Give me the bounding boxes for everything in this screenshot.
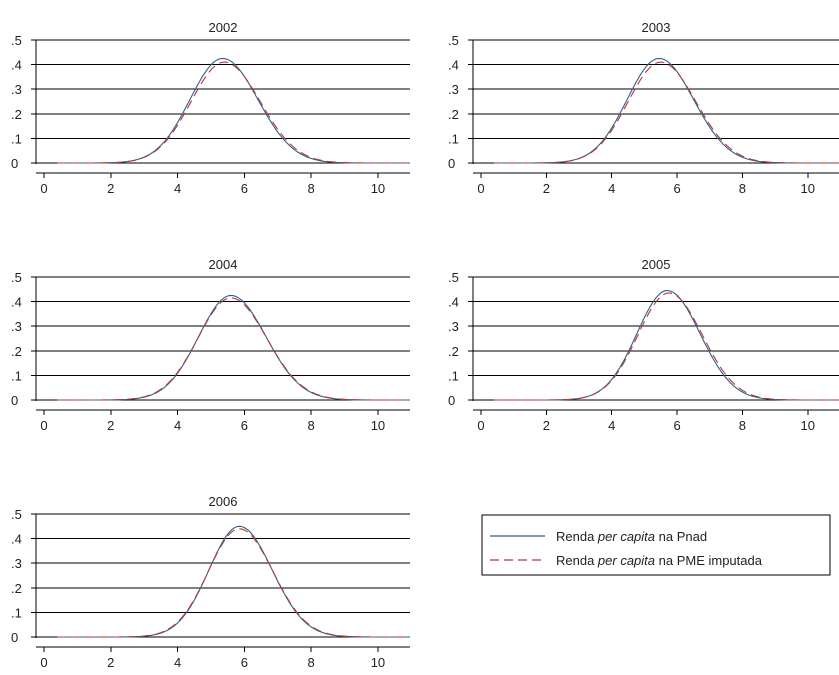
y-tick-label: .3 (11, 319, 22, 334)
legend: Renda per capita na Pnad Renda per capit… (481, 514, 831, 576)
x-tick-label: 2 (107, 418, 114, 433)
x-tick-label: 0 (40, 181, 47, 196)
chart-panel-2002: 2002 0 .1 .2 .3 .4 .5 0 2 4 6 8 10 (11, 20, 410, 196)
y-tick-label: .5 (11, 507, 22, 522)
x-tick-label: 10 (801, 418, 815, 433)
x-tick-label: 6 (241, 181, 248, 196)
y-tick-label: .1 (11, 605, 22, 620)
y-tick-label: .2 (11, 344, 22, 359)
y-tick-label: 0 (11, 393, 18, 408)
series-line-solid (494, 289, 839, 401)
y-tick-label: .1 (11, 368, 22, 383)
y-tick-label: .4 (11, 532, 22, 547)
x-tick-label: 8 (739, 418, 746, 433)
y-tick-label: .5 (448, 33, 459, 48)
chart-panel-2006: 2006 0 .1 .2 .3 .4 .5 0 2 4 6 8 10 (11, 494, 410, 670)
y-tick-label: .2 (11, 581, 22, 596)
x-tick-label: 4 (174, 655, 181, 670)
y-tick-label: .4 (448, 295, 459, 310)
x-tick-label: 6 (673, 181, 680, 196)
x-tick-label: 8 (308, 181, 315, 196)
x-tick-label: 10 (371, 181, 385, 196)
y-tick-label: .2 (11, 107, 22, 122)
y-tick-label: .4 (448, 58, 459, 73)
series-line-solid (57, 525, 410, 638)
y-tick-label: .1 (11, 131, 22, 146)
series-line-dashed (57, 61, 410, 164)
x-tick-label: 6 (241, 655, 248, 670)
series-line-solid (57, 57, 410, 164)
y-tick-label: .3 (11, 556, 22, 571)
legend-label-pme-italic: per capita (597, 553, 655, 568)
y-tick-label: .1 (448, 368, 459, 383)
legend-label-pnad: Renda per capita na Pnad (556, 529, 707, 544)
x-tick-label: 4 (608, 418, 615, 433)
y-tick-label: .5 (11, 33, 22, 48)
x-tick-label: 0 (477, 181, 484, 196)
x-tick-label: 4 (174, 181, 181, 196)
panel-title: 2006 (209, 494, 238, 509)
legend-box (481, 514, 831, 576)
x-tick-label: 4 (608, 181, 615, 196)
chart-panel-2004: 2004 0 .1 .2 .3 .4 .5 0 2 4 6 8 10 (11, 257, 410, 433)
series-line-dashed (57, 528, 410, 638)
y-tick-label: .5 (448, 270, 459, 285)
series-line-dashed (57, 297, 410, 401)
x-tick-label: 8 (308, 655, 315, 670)
y-tick-label: .1 (448, 131, 459, 146)
x-tick-label: 2 (107, 655, 114, 670)
x-tick-label: 2 (543, 418, 550, 433)
y-tick-label: 0 (448, 393, 455, 408)
series-line-solid (57, 294, 410, 401)
y-tick-label: .4 (11, 58, 22, 73)
y-tick-label: 0 (448, 156, 455, 171)
legend-label-pme-suffix: na PME imputada (655, 553, 763, 568)
y-tick-label: .4 (11, 295, 22, 310)
legend-label-pnad-italic: per capita (597, 529, 655, 544)
y-tick-label: .2 (448, 107, 459, 122)
x-tick-label: 6 (241, 418, 248, 433)
y-tick-label: .3 (448, 319, 459, 334)
legend-label-pnad-prefix: Renda (556, 529, 598, 544)
y-tick-label: 0 (11, 630, 18, 645)
y-tick-label: .5 (11, 270, 22, 285)
y-tick-label: .3 (448, 82, 459, 97)
x-tick-label: 10 (371, 418, 385, 433)
x-tick-label: 8 (308, 418, 315, 433)
series-line-solid (494, 57, 839, 164)
x-tick-label: 10 (801, 181, 815, 196)
x-tick-label: 6 (673, 418, 680, 433)
x-tick-label: 0 (40, 655, 47, 670)
series-line-dashed (494, 61, 839, 164)
x-tick-label: 0 (477, 418, 484, 433)
series-line-dashed (494, 292, 839, 401)
x-tick-label: 10 (371, 655, 385, 670)
legend-label-pnad-suffix: na Pnad (655, 529, 707, 544)
y-tick-label: .3 (11, 82, 22, 97)
chart-panel-2005: 2005 0 .1 .2 .3 .4 .5 0 2 4 6 8 10 (448, 257, 839, 433)
legend-label-pme: Renda per capita na PME imputada (556, 553, 763, 568)
x-tick-label: 2 (543, 181, 550, 196)
panel-title: 2005 (642, 257, 671, 272)
legend-label-pme-prefix: Renda (556, 553, 598, 568)
panel-title: 2003 (642, 20, 671, 35)
chart-panel-2003: 2003 0 .1 .2 .3 .4 .5 0 2 4 6 8 10 (448, 20, 839, 196)
x-tick-label: 0 (40, 418, 47, 433)
y-tick-label: .2 (448, 344, 459, 359)
x-tick-label: 4 (174, 418, 181, 433)
panel-title: 2004 (209, 257, 238, 272)
x-tick-label: 2 (107, 181, 114, 196)
y-tick-label: 0 (11, 156, 18, 171)
panel-title: 2002 (209, 20, 238, 35)
x-tick-label: 8 (739, 181, 746, 196)
